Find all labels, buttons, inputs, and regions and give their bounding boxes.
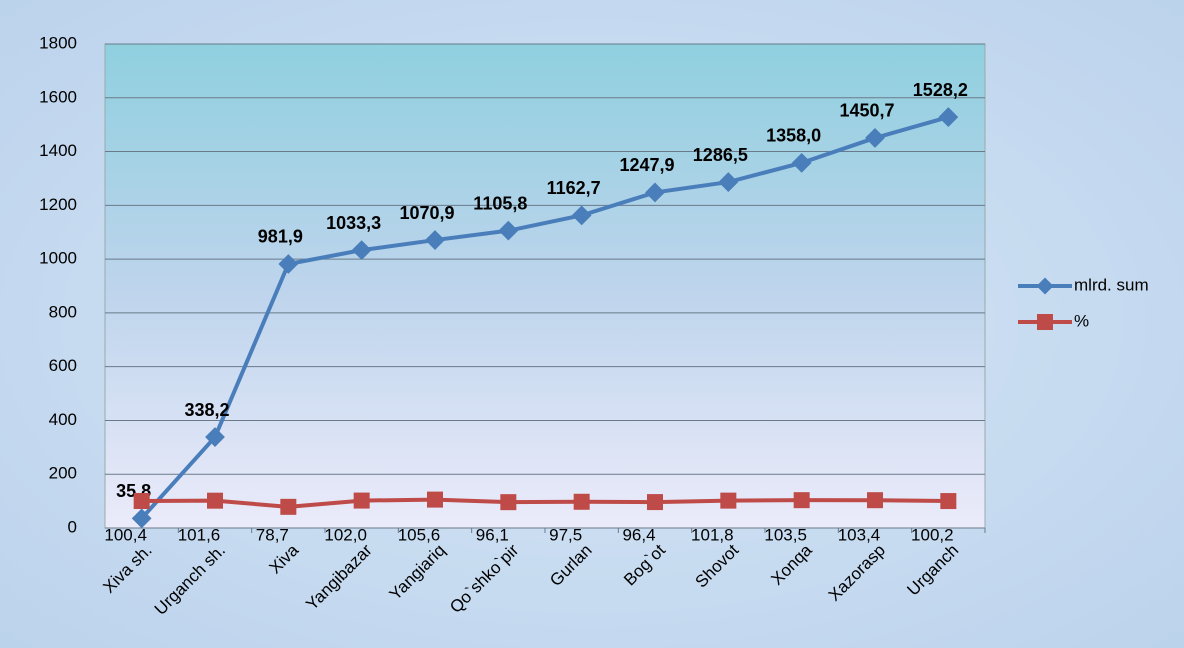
value-label: 101,6 bbox=[178, 525, 221, 544]
y-tick-label: 200 bbox=[49, 464, 77, 483]
value-label: 981,9 bbox=[258, 227, 303, 247]
marker bbox=[498, 220, 519, 241]
y-tick-label: 0 bbox=[68, 517, 77, 536]
value-label: 1033,3 bbox=[326, 213, 381, 233]
y-tick-label: 1000 bbox=[39, 249, 77, 268]
marker bbox=[425, 230, 445, 250]
series-line bbox=[140, 115, 949, 520]
value-label: 1247,9 bbox=[619, 155, 674, 175]
marker bbox=[280, 498, 297, 515]
value-label: 1358,0 bbox=[766, 126, 821, 146]
legend-marker bbox=[1037, 314, 1053, 330]
value-label: 102,0 bbox=[324, 525, 367, 544]
legend-label: % bbox=[1074, 311, 1089, 330]
value-label: 1070,9 bbox=[399, 203, 454, 223]
y-tick-label: 600 bbox=[49, 356, 77, 375]
marker bbox=[867, 492, 883, 509]
y-tick-label: 1600 bbox=[39, 87, 77, 106]
value-label: 78,7 bbox=[256, 525, 289, 544]
y-tick-label: 1400 bbox=[39, 141, 77, 160]
marker bbox=[500, 494, 517, 511]
y-tick-label: 800 bbox=[49, 302, 77, 321]
value-label: 100,4 bbox=[104, 525, 147, 544]
y-tick-label: 1800 bbox=[39, 33, 77, 52]
value-label: 105,6 bbox=[398, 525, 441, 544]
marker bbox=[647, 494, 663, 511]
series-line bbox=[141, 497, 949, 509]
marker bbox=[133, 493, 150, 510]
marker bbox=[940, 493, 957, 510]
value-label: 103,5 bbox=[764, 525, 807, 544]
value-label: 97,5 bbox=[549, 525, 582, 544]
marker bbox=[720, 492, 737, 509]
value-label: 1450,7 bbox=[839, 101, 894, 121]
value-label: 1528,2 bbox=[913, 80, 968, 100]
marker bbox=[278, 254, 299, 274]
value-label: 96,1 bbox=[476, 525, 509, 544]
legend-label: mlrd. sum bbox=[1074, 275, 1149, 294]
value-label: 96,4 bbox=[622, 525, 655, 544]
plot-area bbox=[104, 43, 986, 529]
marker bbox=[351, 240, 372, 261]
marker bbox=[793, 492, 810, 509]
marker bbox=[573, 493, 590, 510]
value-label: 1286,5 bbox=[693, 145, 748, 165]
marker bbox=[353, 492, 370, 509]
marker bbox=[207, 492, 223, 509]
value-label: 100,2 bbox=[911, 525, 954, 544]
marker bbox=[205, 427, 225, 447]
marker bbox=[427, 491, 443, 508]
value-label: 101,8 bbox=[691, 525, 734, 544]
value-label: 338,2 bbox=[184, 400, 229, 420]
value-label: 1105,8 bbox=[473, 193, 527, 213]
y-tick-label: 400 bbox=[49, 410, 77, 429]
value-label: 103,4 bbox=[838, 525, 881, 544]
value-label: 1162,7 bbox=[547, 178, 601, 198]
y-tick-label: 1200 bbox=[39, 195, 77, 214]
